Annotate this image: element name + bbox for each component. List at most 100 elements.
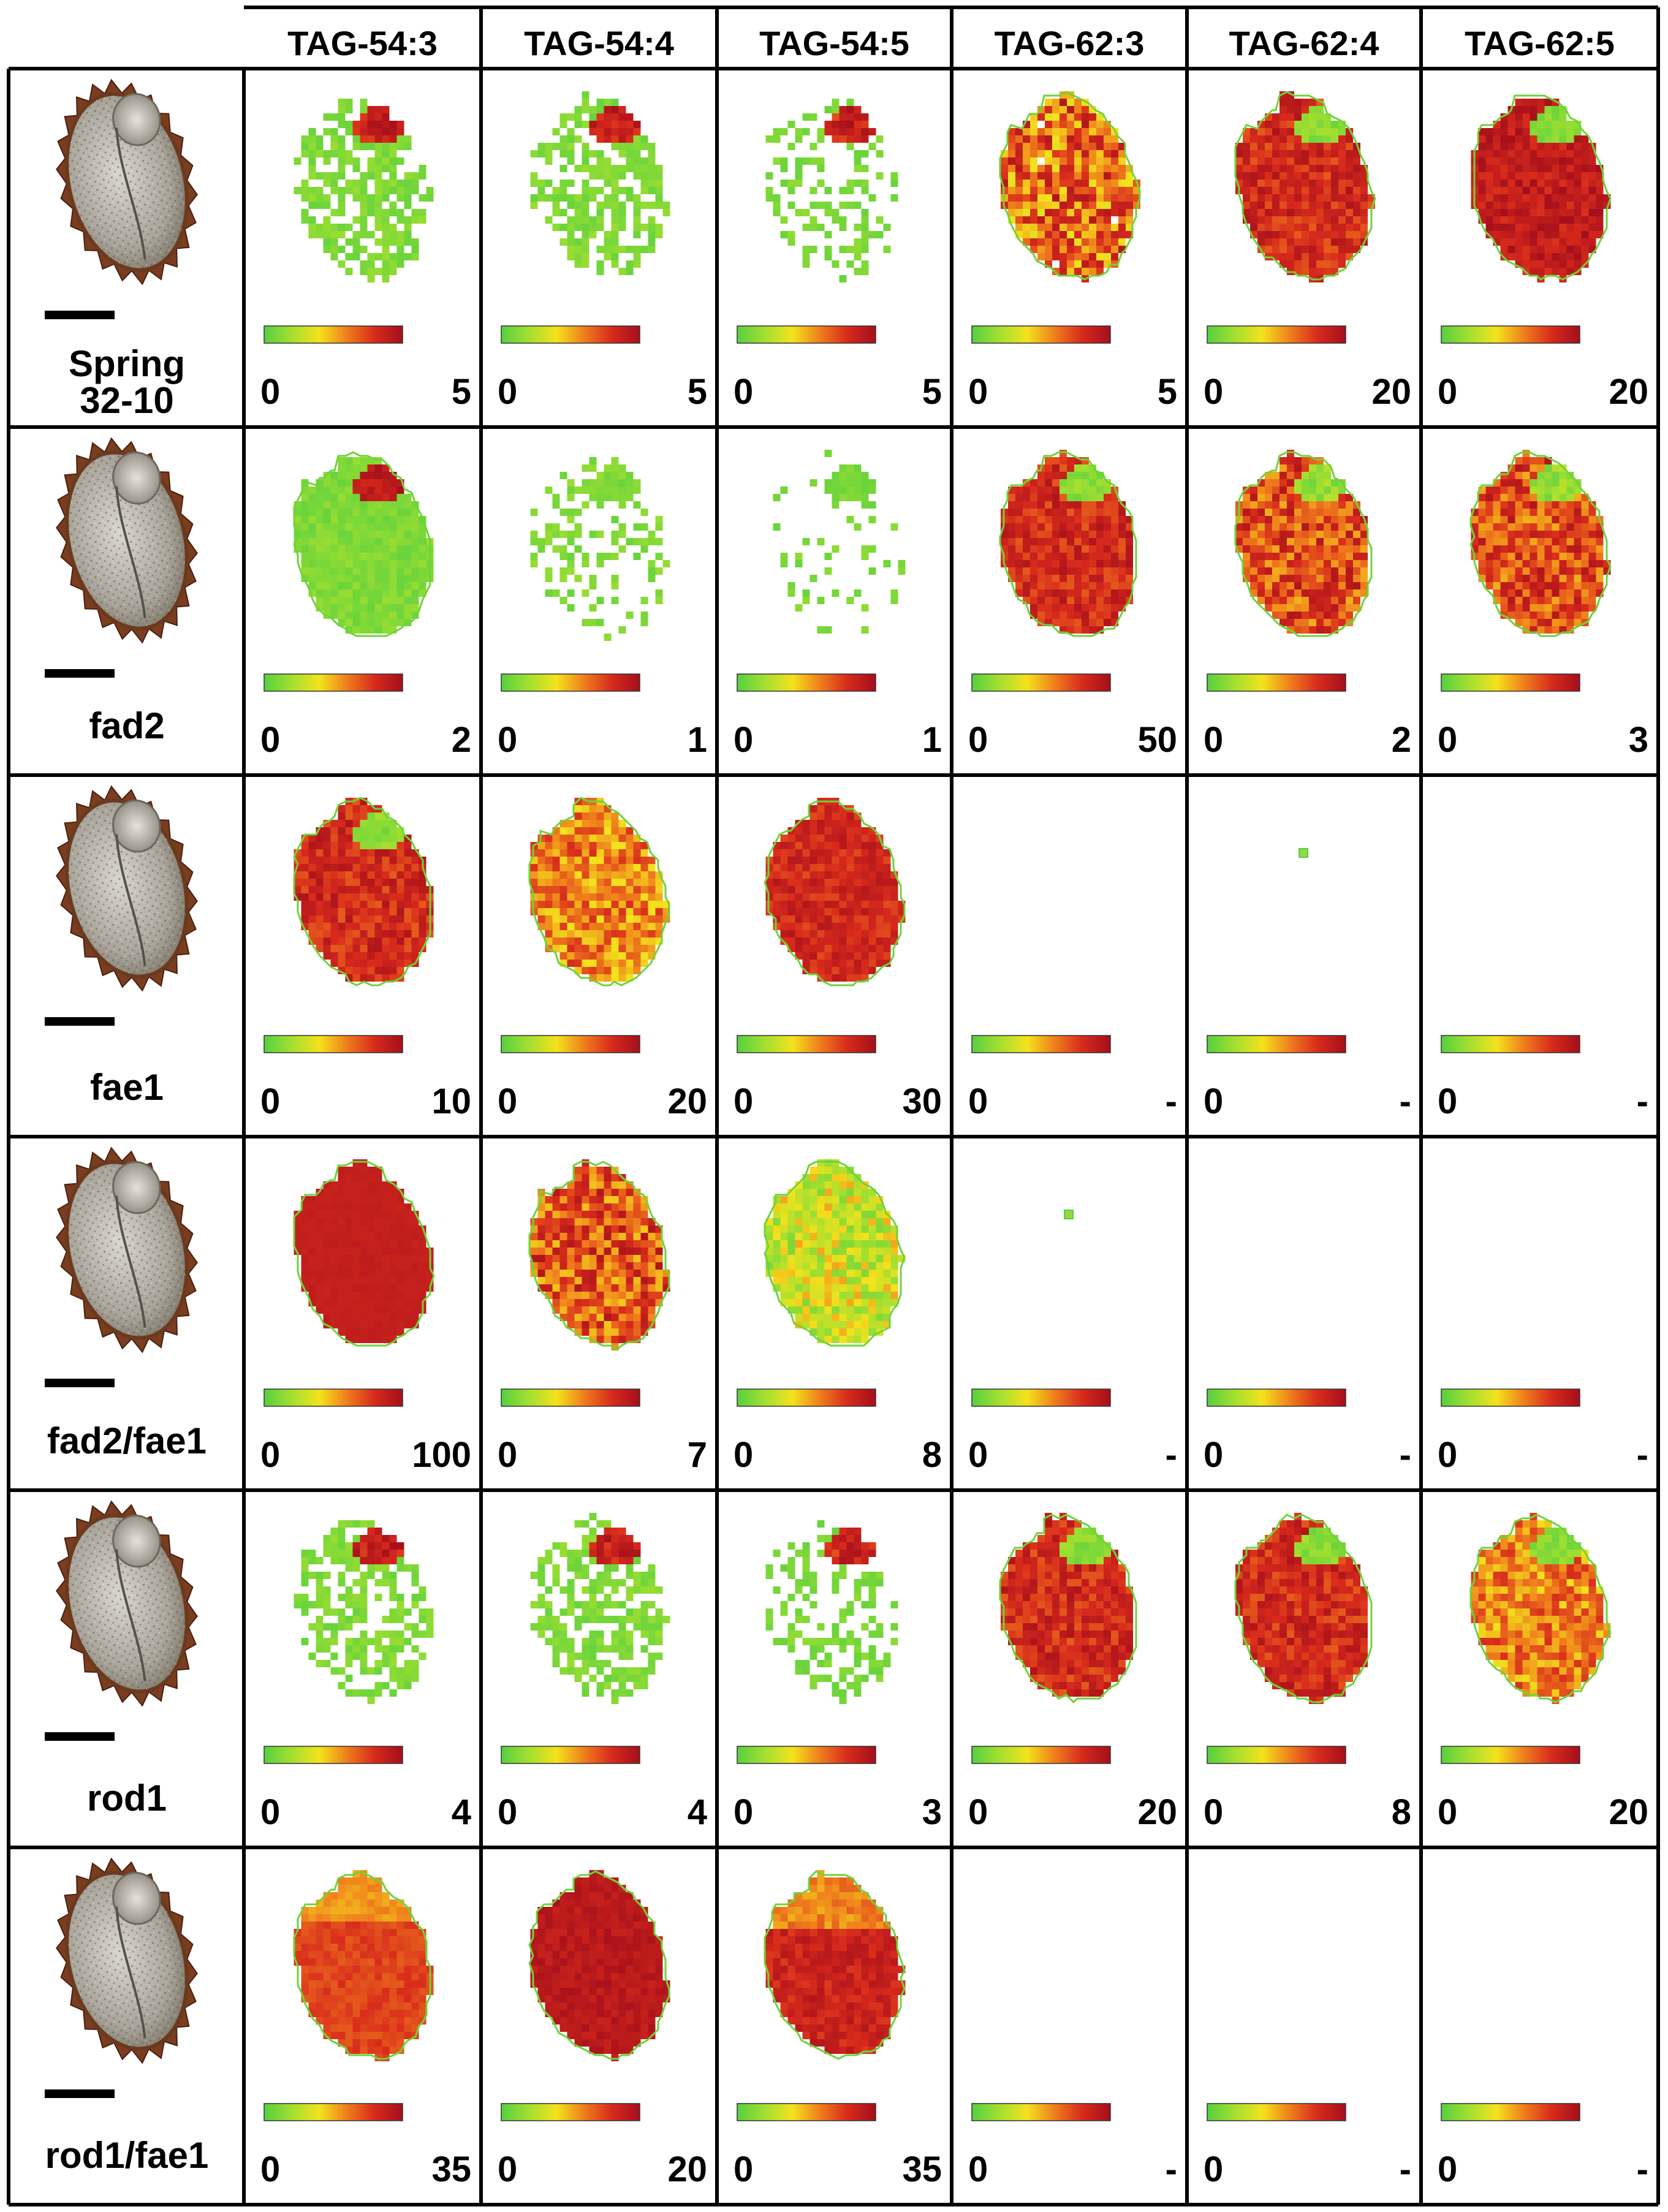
map-pixel (1324, 135, 1331, 143)
map-pixel (1522, 487, 1530, 494)
map-pixel (596, 157, 604, 165)
map-pixel (1515, 582, 1523, 589)
map-pixel (633, 1240, 641, 1248)
map-pixel (582, 464, 589, 472)
map-pixel (360, 849, 368, 857)
map-pixel (1552, 121, 1560, 128)
map-pixel (1309, 260, 1316, 268)
map-pixel (1067, 194, 1074, 202)
map-pixel (338, 1174, 346, 1181)
map-pixel (780, 553, 788, 560)
map-pixel (1250, 560, 1257, 567)
map-pixel (1272, 479, 1279, 487)
map-pixel (1331, 619, 1338, 626)
map-pixel (1257, 538, 1265, 545)
map-pixel (596, 1248, 604, 1255)
map-pixel (308, 1248, 316, 1255)
map-pixel (1067, 128, 1074, 135)
map-pixel (1126, 187, 1133, 194)
map-pixel (1537, 545, 1545, 553)
map-pixel (367, 908, 375, 915)
map-pixel (374, 202, 382, 209)
map-pixel (1015, 216, 1023, 224)
map-pixel (854, 121, 862, 128)
map-pixel (1309, 180, 1316, 187)
map-pixel (567, 246, 575, 253)
map-pixel (1338, 150, 1346, 157)
map-pixel (1522, 472, 1530, 479)
map-pixel (1052, 464, 1060, 472)
map-pixel (396, 1277, 404, 1284)
map-pixel (839, 494, 847, 501)
map-pixel (633, 886, 641, 893)
map-pixel (316, 1270, 324, 1277)
map-pixel (389, 901, 397, 908)
colorbar-min-label: 0 (1204, 720, 1223, 760)
map-pixel (545, 589, 553, 597)
map-pixel (1485, 172, 1493, 180)
map-pixel (1265, 589, 1272, 597)
map-pixel (832, 879, 840, 886)
map-pixel (1574, 165, 1582, 172)
map-pixel (640, 960, 648, 967)
map-pixel (1023, 135, 1030, 143)
map-pixel (1537, 619, 1545, 626)
map-pixel (1309, 157, 1316, 165)
map-pixel (316, 523, 324, 531)
map-pixel (839, 879, 847, 886)
map-pixel (1331, 538, 1338, 545)
map-pixel (1096, 194, 1104, 202)
map-pixel (861, 960, 869, 967)
map-pixel (352, 960, 360, 967)
map-pixel (1294, 501, 1302, 509)
map-pixel (352, 1299, 360, 1306)
map-pixel (861, 879, 869, 886)
map-pixel (1507, 135, 1515, 143)
map-pixel (367, 1233, 375, 1240)
map-pixel (367, 930, 375, 937)
map-pixel (1060, 501, 1067, 509)
map-pixel (1324, 472, 1331, 479)
map-pixel (345, 99, 353, 106)
map-pixel (1302, 509, 1309, 516)
map-pixel (360, 260, 368, 268)
map-pixel (345, 589, 353, 597)
map-pixel (1574, 589, 1582, 597)
map-pixel (633, 135, 641, 143)
map-pixel (1574, 135, 1582, 143)
map-pixel (301, 1255, 309, 1262)
map-pixel (1096, 509, 1104, 516)
map-pixel (633, 1233, 641, 1240)
map-pixel (360, 231, 368, 238)
map-pixel (832, 106, 840, 113)
map-pixel (1302, 479, 1309, 487)
map-pixel (559, 952, 567, 960)
map-pixel (1316, 113, 1324, 121)
map-pixel (345, 1314, 353, 1321)
map-pixel (1522, 545, 1530, 553)
map-pixel (582, 967, 589, 974)
map-pixel (1089, 202, 1096, 209)
map-pixel (1067, 626, 1074, 634)
map-pixel (1574, 246, 1582, 253)
map-pixel (352, 582, 360, 589)
map-pixel (316, 516, 324, 523)
map-pixel (396, 187, 404, 194)
map-pixel (1324, 538, 1331, 545)
map-pixel (1574, 509, 1582, 516)
map-pixel (345, 1211, 353, 1218)
map-pixel (626, 945, 634, 952)
map-pixel (1596, 575, 1604, 582)
map-pixel (1030, 531, 1037, 538)
map-pixel (832, 960, 840, 967)
map-pixel (655, 893, 663, 901)
map-pixel (1507, 128, 1515, 135)
map-pixel (360, 619, 368, 626)
map-pixel (1118, 194, 1126, 202)
map-pixel (1067, 231, 1074, 238)
map-pixel (1485, 150, 1493, 157)
map-pixel (1338, 516, 1346, 523)
